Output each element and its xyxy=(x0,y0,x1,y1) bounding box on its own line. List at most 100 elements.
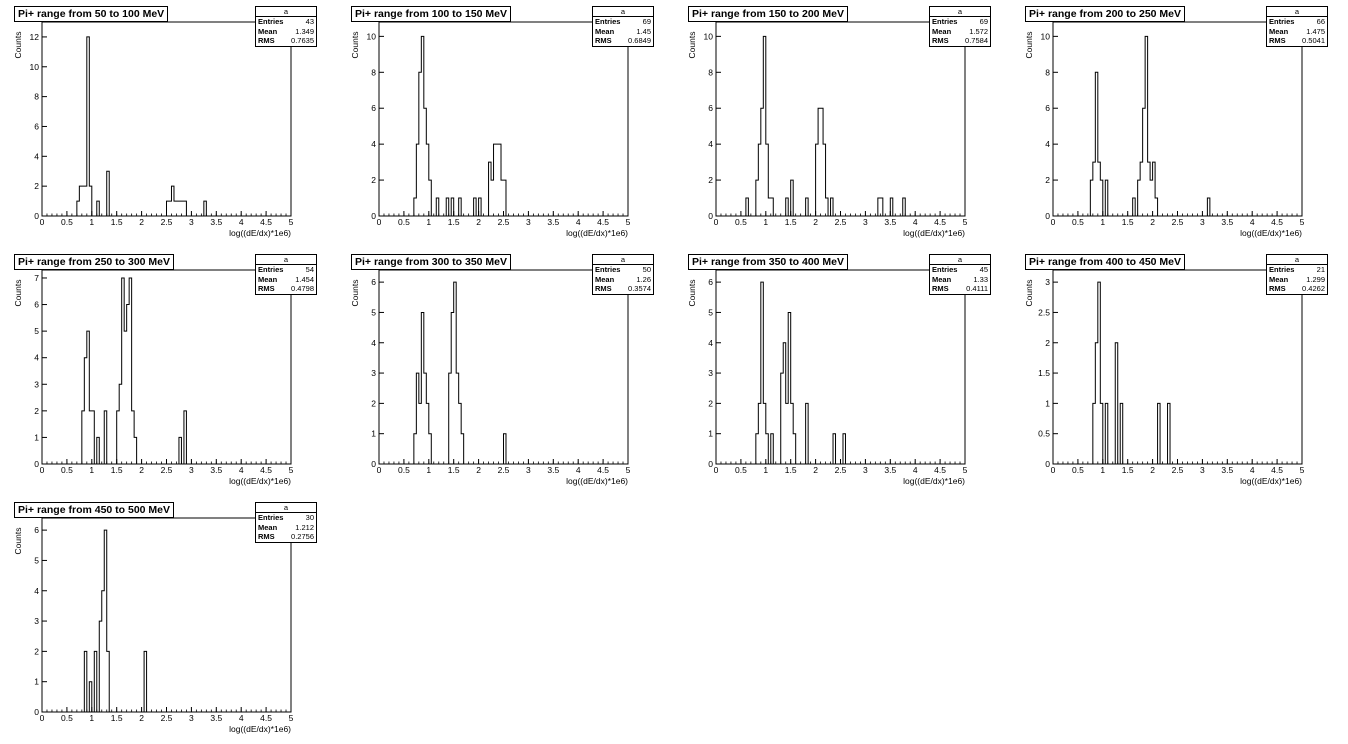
stats-value: 0.4111 xyxy=(966,284,988,293)
y-tick-label: 6 xyxy=(371,103,376,113)
plot-frame xyxy=(41,269,292,465)
histogram-panel: 0 0.5 1 1.5 2 2.5 3 0 0.5 1 1.5 2 2.5 3 3.5 4 4.5 5 Pi+ ra… xyxy=(1011,248,1348,496)
y-tick-label: 0 xyxy=(708,459,713,469)
plot-frame xyxy=(715,21,966,217)
histogram-svg: 0 2 4 6 8 10 0 0.5 1 1.5 2 2.5 3 3.5 4 4.5 5 xyxy=(704,21,968,227)
x-tick-label: 3.5 xyxy=(1221,465,1233,475)
stats-label: Mean xyxy=(258,522,278,532)
stats-value: 1.572 xyxy=(969,26,988,36)
stats-value: 0.7584 xyxy=(965,36,988,45)
histogram-outline xyxy=(83,529,148,712)
histogram-outline xyxy=(81,277,187,464)
histogram-panel: 0 2 4 6 8 10 0 0.5 1 1.5 2 2.5 3 3.5 4 4.5 5 Pi+ range fr… xyxy=(1011,0,1348,248)
x-tick-label: 5 xyxy=(626,465,631,475)
y-tick-label: 1 xyxy=(34,432,39,442)
x-tick-label: 1.5 xyxy=(448,465,460,475)
stats-label: Entries xyxy=(1269,17,1295,26)
y-tick-label: 1 xyxy=(371,429,376,439)
x-tick-label: 3.5 xyxy=(210,465,222,475)
y-tick-label: 3 xyxy=(34,616,39,626)
histogram-series xyxy=(413,35,507,216)
x-tick-label: 1 xyxy=(89,713,94,723)
histogram-svg: 0 2 4 6 8 10 12 0 0.5 1 1.5 2 2.5 3 3.5 4 4.5 5 xyxy=(30,21,294,227)
histogram-bin xyxy=(82,186,84,216)
stats-value: 0.4798 xyxy=(291,284,314,293)
x-tick-label: 2 xyxy=(1150,465,1155,475)
y-tick-label: 4 xyxy=(34,586,39,596)
stats-value: 1.299 xyxy=(1306,274,1325,284)
y-tick-label: 2 xyxy=(34,406,39,416)
stats-label: Entries xyxy=(595,17,621,26)
x-tick-label: 0 xyxy=(1051,465,1056,475)
y-axis-label: Counts xyxy=(13,31,23,59)
stats-row-entries: Entries 50 xyxy=(593,265,653,275)
y-tick-label: 4 xyxy=(371,139,376,149)
x-tick-label: 4 xyxy=(576,465,581,475)
x-tick-label: 2.5 xyxy=(161,465,173,475)
stats-value: 1.45 xyxy=(636,26,651,36)
x-tick-label: 0.5 xyxy=(61,713,73,723)
stats-value: 54 xyxy=(305,265,314,274)
x-tick-label: 2.5 xyxy=(498,465,510,475)
x-tick-label: 0.5 xyxy=(1072,465,1084,475)
stats-value: 1.454 xyxy=(295,274,314,284)
y-tick-label: 3 xyxy=(34,379,39,389)
stats-value: 69 xyxy=(979,17,988,26)
stats-row-entries: Entries 66 xyxy=(1267,17,1327,27)
stats-label: Entries xyxy=(258,513,284,522)
x-tick-label: 1.5 xyxy=(111,217,123,227)
chart-title: Pi+ range from 350 to 400 MeV xyxy=(688,254,849,270)
y-tick-label: 2 xyxy=(371,175,376,185)
x-tick-label: 0 xyxy=(1051,217,1056,227)
stats-label: RMS xyxy=(1269,36,1286,45)
histogram-svg: 0 1 2 3 4 5 6 7 0 0.5 1 1.5 2 2.5 3 3.5 4 4.5 5 xyxy=(34,269,294,475)
histogram-panel: 0 1 2 3 4 5 6 7 0 0.5 1 1.5 2 2.5 3 3.5 4 4.5 5 Pi+ range f… xyxy=(0,248,337,496)
y-tick-label: 5 xyxy=(34,555,39,565)
y-tick-label: 2 xyxy=(371,398,376,408)
y-tick-label: 10 xyxy=(1041,31,1051,41)
histogram-panel: 0 1 2 3 4 5 6 0 0.5 1 1.5 2 2.5 3 3.5 4 4.5 5 Pi+ range fr… xyxy=(674,248,1011,496)
stats-label: Mean xyxy=(595,274,615,284)
stats-row-mean: Mean 1.26 xyxy=(593,275,653,285)
y-tick-label: 10 xyxy=(30,62,40,72)
y-tick-label: 6 xyxy=(708,103,713,113)
x-tick-label: 5 xyxy=(1300,217,1305,227)
histogram-bin xyxy=(176,201,178,216)
stats-label: RMS xyxy=(932,284,949,293)
x-axis-label: log((dE/dx)*1e6) xyxy=(229,476,291,486)
histogram-bin xyxy=(1150,180,1152,216)
y-tick-label: 4 xyxy=(34,353,39,363)
x-tick-label: 1.5 xyxy=(111,465,123,475)
chart-title: Pi+ range from 50 to 100 MeV xyxy=(14,6,169,22)
histogram-svg: 0 2 4 6 8 10 0 0.5 1 1.5 2 2.5 3 3.5 4 4.5 5 xyxy=(1041,21,1305,227)
y-tick-label: 4 xyxy=(371,338,376,348)
stats-box: a Entries 54 Mean 1.454 RMS 0.4798 xyxy=(255,254,317,295)
y-tick-label: 1.5 xyxy=(1038,368,1050,378)
histogram-series xyxy=(755,281,846,464)
histogram-panel: 0 2 4 6 8 10 0 0.5 1 1.5 2 2.5 3 3.5 4 4.5 5 Pi+ range fr… xyxy=(337,0,674,248)
stats-value: 45 xyxy=(979,265,988,274)
x-tick-label: 2 xyxy=(813,217,818,227)
histogram-svg: 0 1 2 3 4 5 6 0 0.5 1 1.5 2 2.5 3 3.5 4 4.5 5 xyxy=(34,517,294,723)
stats-histogram-name: a xyxy=(256,7,316,17)
x-tick-label: 4 xyxy=(239,217,244,227)
x-tick-label: 5 xyxy=(289,217,294,227)
y-tick-label: 2 xyxy=(34,646,39,656)
stats-label: RMS xyxy=(258,36,275,45)
y-axis-label: Counts xyxy=(1024,279,1034,307)
stats-row-rms: RMS 0.7584 xyxy=(930,36,990,46)
stats-value: 0.7635 xyxy=(291,36,314,45)
y-tick-label: 3 xyxy=(1045,277,1050,287)
y-tick-label: 2.5 xyxy=(1038,307,1050,317)
histogram-bin xyxy=(419,403,421,464)
x-tick-label: 4 xyxy=(239,713,244,723)
stats-histogram-name: a xyxy=(930,7,990,17)
y-tick-label: 8 xyxy=(708,67,713,77)
stats-row-mean: Mean 1.454 xyxy=(256,275,316,285)
x-tick-label: 5 xyxy=(626,217,631,227)
x-tick-label: 3 xyxy=(1200,465,1205,475)
x-tick-label: 0.5 xyxy=(61,465,73,475)
x-tick-label: 3 xyxy=(863,217,868,227)
histogram-bin xyxy=(174,201,176,216)
y-tick-label: 4 xyxy=(708,139,713,149)
